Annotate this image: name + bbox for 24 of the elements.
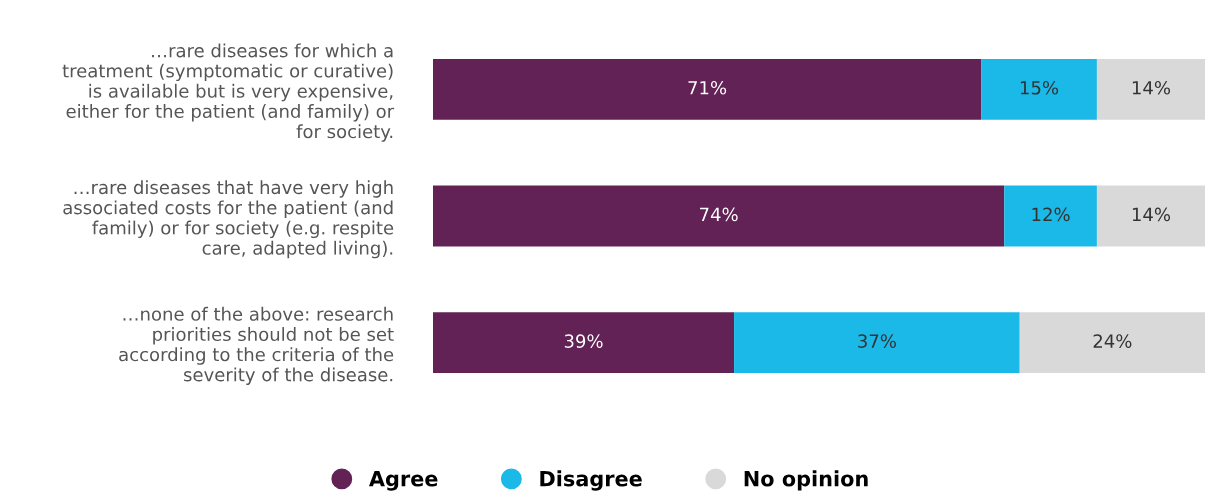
legend-label: Disagree [540, 470, 642, 491]
bar [1019, 312, 1205, 374]
bar [1096, 185, 1205, 247]
data-label: 39% [564, 334, 603, 348]
bar [433, 58, 982, 120]
legend-label: Agree [368, 470, 438, 491]
data-label: 12% [1032, 207, 1070, 222]
data-label: 14% [1132, 207, 1171, 222]
bar [1004, 185, 1097, 247]
legend-label: No opinion [744, 470, 868, 491]
data-label: 15% [1020, 80, 1059, 95]
bar [981, 58, 1097, 120]
y-tick-label: …rare diseases that have very high associated costs for the patient (and family) or for society (e.g. respite care, adapted living). [63, 180, 394, 259]
bar [1096, 58, 1205, 120]
data-label: 14% [1132, 80, 1171, 95]
bar [734, 312, 1020, 374]
y-tick-label: …none of the above: research priorities should not be set according to the criteria of the severity of the disease. [119, 306, 394, 385]
data-label: 37% [858, 334, 896, 348]
y-tick-label: …rare diseases for which a treatment (symptomatic or curative) is available but is very expensive, either for the patient (and family) or for society. [62, 43, 395, 142]
data-label: 24% [1093, 334, 1132, 348]
bar [433, 185, 1005, 247]
bar [433, 312, 735, 374]
data-label: 71% [688, 80, 727, 95]
data-label: 74% [700, 207, 738, 222]
